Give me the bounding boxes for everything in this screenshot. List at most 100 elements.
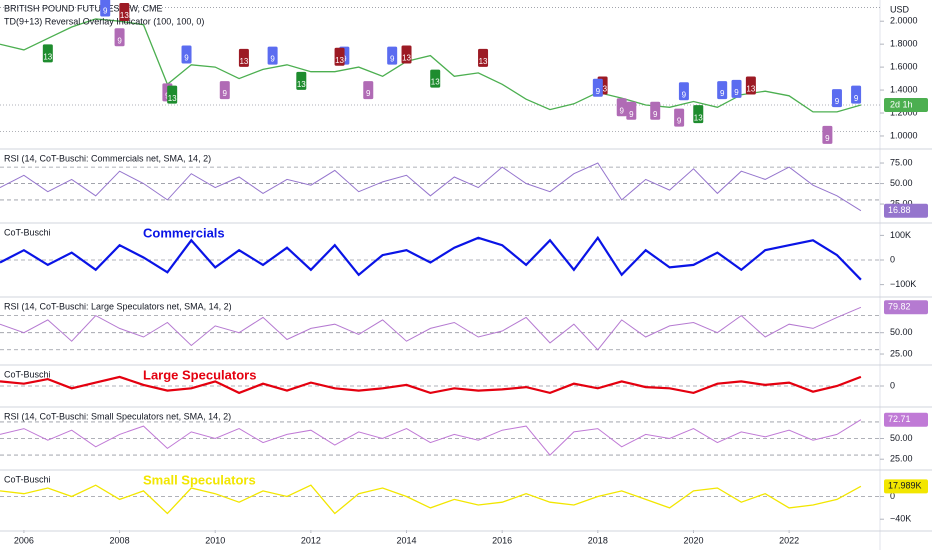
data-line: [0, 162, 862, 212]
td-marker: [430, 69, 441, 88]
td-marker-label: 13: [120, 11, 129, 20]
td-marker-label: 13: [431, 78, 440, 87]
data-line: [0, 18, 862, 113]
last-value-badge: [884, 412, 928, 427]
x-tick-label: 2020: [683, 535, 703, 545]
td-marker-label: 13: [479, 57, 488, 66]
td-marker: [401, 45, 412, 64]
last-value-badge: [884, 203, 928, 218]
y-tick-label: 25.00: [890, 454, 913, 464]
data-line: [0, 306, 862, 351]
td-marker-label: 9: [103, 7, 108, 16]
countdown-label: 2d 1h: [890, 99, 913, 109]
td-marker: [238, 48, 249, 67]
td-marker: [387, 46, 398, 65]
td-marker-label: 9: [223, 89, 228, 98]
pane-subtitle: TD(9+13) Reversal Overlay Indicator (100…: [4, 16, 204, 26]
td-marker-label: 9: [677, 117, 682, 126]
last-value-label: 17.989K: [888, 481, 922, 491]
y-tick-label: 0: [890, 380, 895, 390]
td-marker: [114, 28, 125, 47]
pane-title: CoT-Buschi: [4, 227, 51, 237]
td-marker-label: 9: [390, 55, 395, 64]
td-marker-label: 9: [184, 54, 189, 63]
x-tick-label: 2014: [397, 535, 417, 545]
td-marker-label: 13: [239, 57, 248, 66]
td-marker: [267, 46, 278, 65]
td-marker: [334, 47, 345, 66]
pane-title: CoT-Buschi: [4, 474, 51, 484]
td-marker-label: 9: [366, 89, 371, 98]
x-tick-label: 2016: [492, 535, 512, 545]
td-marker-label: 9: [720, 89, 725, 98]
y-tick-label: 50.00: [890, 327, 913, 337]
y-tick-label: 1.8000: [890, 39, 918, 49]
x-tick-label: 2006: [14, 535, 34, 545]
pane-title: RSI (14, CoT-Buschi: Large Speculators n…: [4, 301, 232, 311]
x-tick-label: 2008: [110, 535, 130, 545]
td-marker: [119, 3, 130, 22]
y-tick-label: 25.00: [890, 198, 913, 208]
td-marker: [100, 0, 111, 17]
td-marker: [478, 48, 489, 67]
annotation: Small Speculators: [143, 472, 256, 487]
y-tick-label: −40K: [890, 514, 911, 524]
td-marker: [592, 78, 603, 97]
td-marker-label: 13: [168, 94, 177, 103]
td-marker-label: 9: [596, 87, 601, 96]
y-tick-label: 0: [890, 491, 895, 501]
td-marker-label: 9: [734, 88, 739, 97]
td-marker-label: 9: [620, 106, 625, 115]
data-line: [0, 375, 862, 395]
countdown-badge: [884, 97, 928, 112]
x-tick-label: 2012: [301, 535, 321, 545]
td-marker: [616, 98, 627, 117]
y-tick-label: 50.00: [890, 433, 913, 443]
td-marker: [745, 76, 756, 95]
td-marker: [674, 108, 685, 127]
td-marker-label: 13: [335, 56, 344, 65]
td-marker: [181, 45, 192, 64]
last-value-label: 72.71: [888, 414, 911, 424]
td-marker: [219, 81, 230, 100]
y-tick-label: 1.6000: [890, 61, 918, 71]
y-tick-label: 1.4000: [890, 84, 918, 94]
td-marker-label: 13: [402, 54, 411, 63]
annotation: Commercials: [143, 225, 225, 240]
td-marker-label: 9: [682, 90, 687, 99]
td-marker: [831, 89, 842, 108]
pane-title: RSI (14, CoT-Buschi: Small Speculators n…: [4, 411, 231, 421]
last-value-label: 79.82: [888, 302, 911, 312]
td-marker: [693, 105, 704, 124]
td-marker-label: 13: [297, 80, 306, 89]
td-marker-label: 9: [342, 55, 347, 64]
y-tick-label: 25.00: [890, 348, 913, 358]
last-value-label: 16.88: [888, 205, 911, 215]
data-line: [0, 235, 862, 281]
td-marker: [717, 81, 728, 100]
y-tick-label: 1.2000: [890, 107, 918, 117]
td-marker: [650, 101, 661, 120]
y-tick-label: −100K: [890, 279, 916, 289]
td-marker: [851, 85, 862, 104]
pane-title: RSI (14, CoT-Buschi: Commercials net, SM…: [4, 153, 211, 163]
y-tick-label: 0: [890, 254, 895, 264]
td-marker: [626, 101, 637, 120]
td-marker-label: 9: [835, 97, 840, 106]
pane-title: CoT-Buschi: [4, 369, 51, 379]
td-marker-label: 9: [117, 36, 122, 45]
data-line: [0, 419, 862, 456]
data-line: [0, 484, 862, 515]
td-marker-label: 13: [598, 85, 607, 94]
pane-title: BRITISH POUND FUTURES, 1W, CME: [4, 3, 163, 13]
y-tick-label: 50.00: [890, 178, 913, 188]
y-tick-label: 2.0000: [890, 16, 918, 26]
y-tick-label: 75.00: [890, 157, 913, 167]
y-tick-label: 100K: [890, 230, 911, 240]
td-marker-label: 9: [270, 55, 275, 64]
td-marker-label: 13: [694, 113, 703, 122]
td-marker-label: 13: [43, 52, 52, 61]
x-tick-label: 2018: [588, 535, 608, 545]
td-marker-label: 13: [746, 85, 755, 94]
